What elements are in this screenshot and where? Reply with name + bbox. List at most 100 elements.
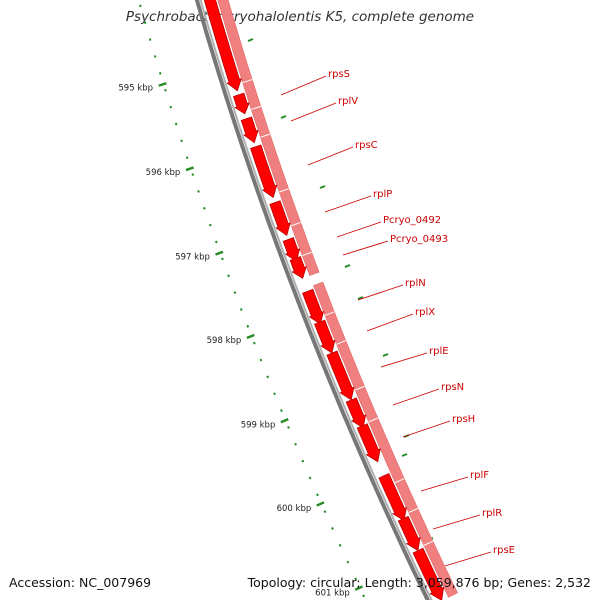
gene-leader-line [420,476,469,492]
gene-label-pcryo_0493: Pcryo_0493 [390,234,448,245]
gene-label-pcryo_0492: Pcryo_0492 [383,215,441,226]
gene-label-rplf: rplF [470,470,489,481]
track-separator [251,105,261,110]
minor-tick [280,409,283,412]
minor-tick [214,240,218,244]
track-separator [368,417,379,423]
track-separator [242,79,253,84]
tick-label: 598 kbp [207,336,242,346]
minor-tick [208,223,212,227]
minor-tick [331,527,334,530]
gene-leader-line [307,146,354,166]
gene-arrow [203,0,242,92]
gene-leader-line [392,388,440,406]
strand-tick [319,185,326,189]
gene-label-rplr: rplR [482,508,502,519]
gene-leader-line [380,352,428,368]
minor-tick [346,560,350,564]
tick-label: 600 kbp [277,504,312,514]
minor-tick [203,206,206,210]
gene-leader-line [432,514,481,530]
gene-leader-line [357,284,404,301]
gene-label-rplv: rplV [338,96,358,107]
gene-arrow [356,423,381,463]
tick-label: 597 kbp [175,253,210,263]
track-separator [324,311,335,316]
gene-arrow [250,144,278,199]
backbone [194,0,433,600]
major-tick [185,166,194,172]
minor-tick [191,173,195,176]
strand-tick [280,115,287,119]
major-tick [246,333,255,339]
track-separator [355,385,365,391]
minor-tick [354,577,358,581]
minor-tick [246,324,250,328]
minor-tick [301,459,305,463]
major-tick [280,418,289,424]
strand-tick [382,353,389,357]
minor-tick [266,375,270,379]
gene-arrow [269,200,291,236]
gene-arrow [289,255,307,279]
track-separator [291,221,301,227]
minor-tick [153,55,157,58]
backbone-inner [199,0,433,600]
minor-tick [143,21,147,25]
track-separator [260,133,271,138]
gene-label-rpsh: rpsH [452,414,475,425]
minor-tick [221,257,224,261]
major-tick [316,501,325,507]
gene-arrow [345,397,367,429]
minor-tick [169,105,173,109]
gene-arrow [240,116,259,144]
gene-label-rplx: rplX [415,307,435,318]
gene-leader-line [402,420,451,438]
minor-tick [174,122,178,126]
gene-arrow [326,350,355,401]
gene-arrow [302,288,324,325]
minor-tick [323,510,327,514]
gene-label-rpsc: rpsC [355,140,378,151]
tick-label: 601 kbp [315,588,350,598]
minor-tick [316,493,319,497]
gene-arrow [233,92,250,115]
minor-tick [287,426,290,429]
gene-label-rpss: rpsS [328,69,350,80]
tick-label: 599 kbp [241,421,276,431]
gene-label-rple: rplE [429,346,449,357]
accession-text: Accession: NC_007969 [9,575,152,590]
tick-label: 596 kbp [146,168,181,178]
track-separator [408,507,418,513]
track-segment [217,0,320,276]
track-separator [279,188,289,193]
gene-leader-line [444,551,492,567]
gene-arrow [378,473,407,522]
minor-tick [233,291,237,294]
gene-labels: rpsS rplV rpsC rplP Pcryo_0492 Pcryo_0493 rplN… [280,69,515,567]
track-separator [394,478,405,484]
minor-tick [338,543,342,547]
minor-tick [362,594,365,598]
gene-leader-line [342,240,389,256]
gene-arrows [203,0,445,600]
tick-label: 595 kbp [118,83,153,93]
gene-label-rpsn: rpsN [441,382,464,393]
minor-tick [294,442,297,446]
minor-tick [239,308,243,311]
track-segment [313,281,458,598]
minor-tick [227,274,230,278]
gene-leader-line [290,102,337,122]
minor-tick [180,139,183,143]
major-tick [158,82,167,87]
minor-tick [148,38,152,41]
gene-label-rpln: rplN [405,278,426,289]
backbone-outer [194,0,430,600]
strand-tick [247,38,254,42]
gene-arrow [397,515,421,552]
minor-tick [273,392,276,396]
gene-label-rpse: rpsE [493,545,515,556]
minor-tick [185,156,189,160]
gene-arrow [314,319,336,354]
